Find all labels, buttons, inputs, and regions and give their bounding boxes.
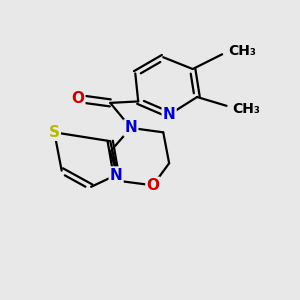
Text: N: N	[110, 167, 122, 182]
Text: CH₃: CH₃	[232, 102, 260, 116]
Text: S: S	[49, 125, 60, 140]
Text: N: N	[124, 120, 137, 135]
Text: N: N	[163, 107, 175, 122]
Text: O: O	[71, 91, 84, 106]
Text: CH₃: CH₃	[228, 44, 256, 58]
Text: O: O	[146, 178, 159, 193]
